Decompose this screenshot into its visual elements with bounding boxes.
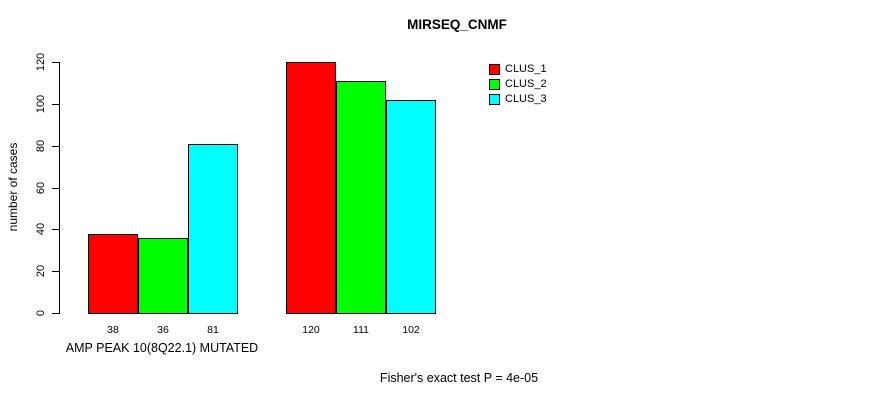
bar-value-label: 102: [402, 324, 420, 336]
fisher-test-annotation: Fisher's exact test P = 4e-05: [379, 371, 539, 385]
bar-clus_3-group1: [188, 143, 238, 314]
y-tick: [52, 145, 60, 147]
bar-clus_2-group2: [336, 80, 386, 314]
y-axis-label: number of cases: [6, 142, 20, 232]
bar-value-label: 38: [107, 324, 119, 336]
legend: CLUS_1 CLUS_2 CLUS_3: [489, 63, 547, 108]
legend-swatch: [489, 93, 500, 105]
y-tick-label: 60: [35, 181, 47, 194]
bar-clus_1-group1: [88, 233, 138, 314]
y-tick-label: 20: [35, 265, 47, 278]
bar-value-label: 120: [302, 324, 320, 336]
legend-label: CLUS_3: [505, 93, 547, 105]
y-tick-label: 100: [35, 94, 47, 114]
bar-value-label: 111: [353, 324, 369, 336]
y-tick: [52, 103, 60, 105]
bar-clus_1-group2: [286, 62, 336, 314]
y-tick-label: 120: [35, 52, 47, 72]
chart-title: MIRSEQ_CNMF: [407, 17, 507, 32]
y-tick: [52, 271, 60, 273]
y-tick: [52, 187, 60, 189]
bar-clus_3-group2: [386, 99, 436, 314]
y-tick-label: 80: [35, 139, 47, 152]
y-tick: [52, 62, 60, 63]
y-tick: [52, 229, 60, 231]
y-tick: [52, 313, 60, 314]
legend-label: CLUS_1: [505, 63, 547, 75]
legend-swatch: [489, 78, 500, 90]
legend-item-clus_3: CLUS_3: [489, 93, 547, 105]
legend-swatch: [489, 63, 500, 75]
x-axis-label: AMP PEAK 10(8Q22.1) MUTATED: [65, 341, 259, 355]
bar-value-label: 81: [207, 324, 219, 336]
legend-item-clus_2: CLUS_2: [489, 78, 547, 90]
bar-clus_2-group1: [138, 237, 188, 314]
legend-label: CLUS_2: [505, 78, 547, 90]
legend-item-clus_1: CLUS_1: [489, 63, 547, 75]
y-tick-label: 40: [35, 223, 47, 236]
bar-value-label: 36: [157, 324, 169, 336]
y-tick-label: 0: [35, 309, 47, 317]
